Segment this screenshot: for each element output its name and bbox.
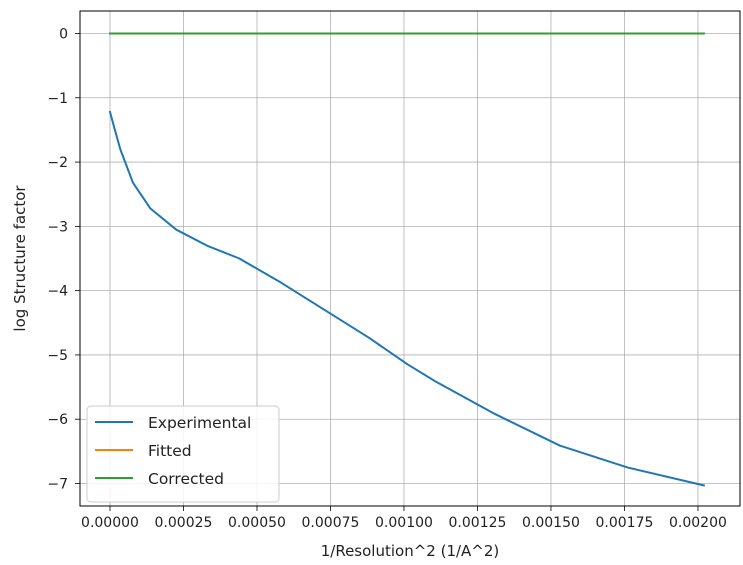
y-tick-label: −2 bbox=[47, 155, 68, 171]
legend-label-corrected: Corrected bbox=[148, 470, 224, 488]
x-tick-label: 0.00150 bbox=[522, 515, 580, 531]
x-tick-label: 0.00125 bbox=[449, 515, 507, 531]
x-tick-label: 0.00200 bbox=[669, 515, 727, 531]
series-line-experimental bbox=[108, 110, 706, 487]
x-tick-label: 0.00050 bbox=[228, 515, 286, 531]
y-tick-label: 0 bbox=[59, 27, 68, 43]
x-axis-label: 1/Resolution^2 (1/A^2) bbox=[321, 542, 500, 560]
x-tick-label: 0.00100 bbox=[375, 515, 433, 531]
y-axis-label: log Structure factor bbox=[11, 185, 29, 332]
legend-box bbox=[86, 405, 280, 503]
y-tick-label: −7 bbox=[47, 477, 68, 493]
y-tick-label: −6 bbox=[47, 412, 68, 428]
series-layer bbox=[108, 32, 706, 487]
x-tick-label: 0.00075 bbox=[302, 515, 360, 531]
legend-label-fitted: Fitted bbox=[148, 442, 192, 460]
y-tick-label: −1 bbox=[47, 91, 68, 107]
plot-area-frame bbox=[79, 10, 741, 507]
y-tick-label: −3 bbox=[47, 219, 68, 235]
y-tick-label: −5 bbox=[47, 348, 68, 364]
x-tick-label: 0.00000 bbox=[81, 515, 139, 531]
x-tick-label: 0.00175 bbox=[596, 515, 654, 531]
axis-ticks: 0.00000 0.00025 0.00050 0.00075 0.00100 0.001… bbox=[47, 27, 727, 532]
legend-label-experimental: Experimental bbox=[148, 414, 251, 432]
x-tick-label: 0.00025 bbox=[155, 515, 213, 531]
legend: Experimental Fitted Corrected bbox=[86, 405, 280, 503]
y-tick-label: −4 bbox=[47, 284, 68, 300]
